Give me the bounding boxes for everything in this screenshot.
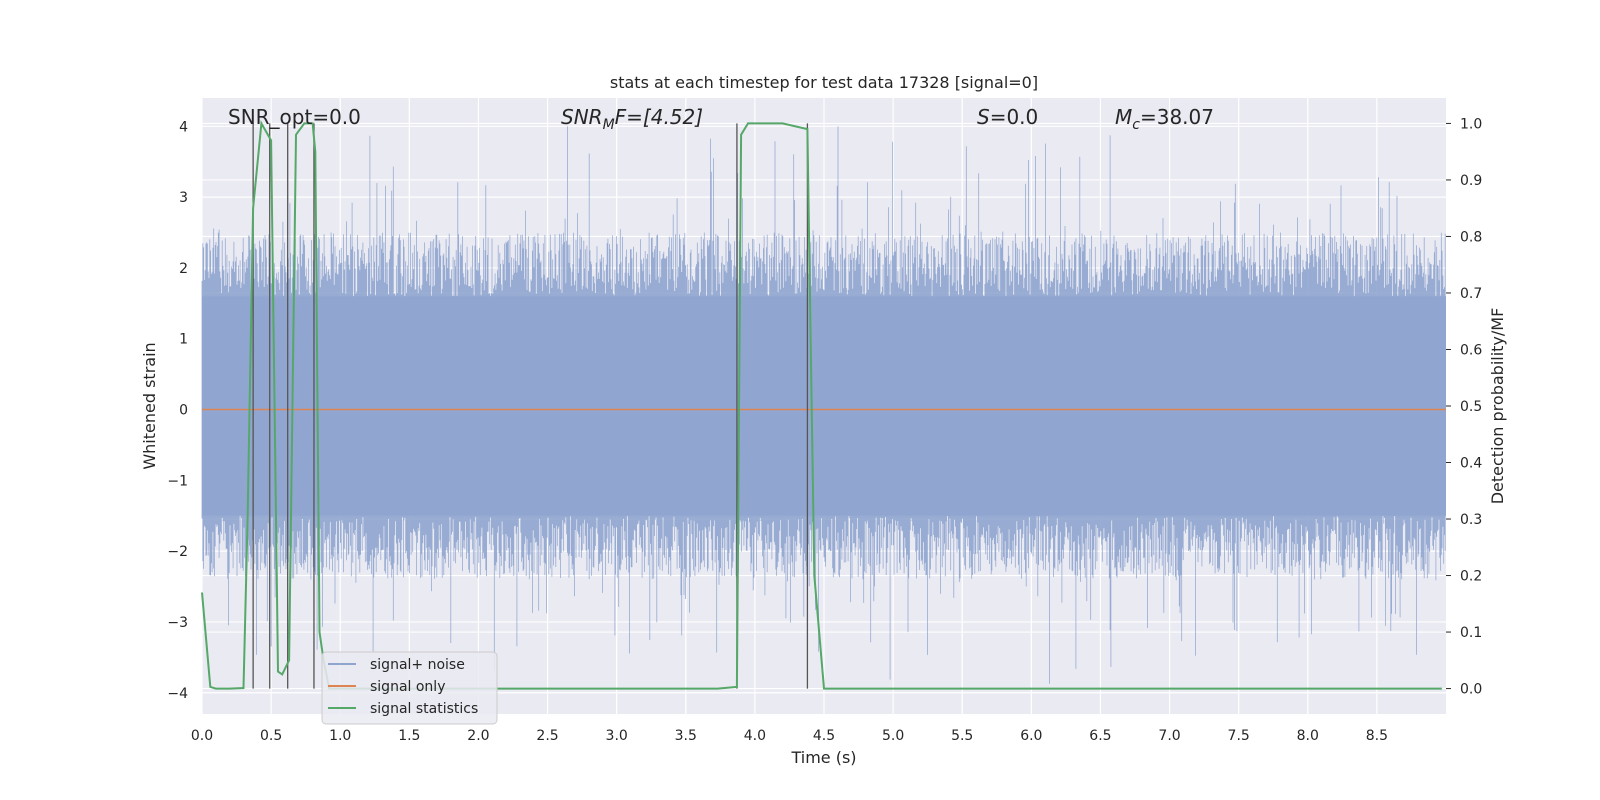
right-tick-label: 0.8 [1460, 229, 1482, 245]
x-tick-label: 3.5 [675, 728, 697, 744]
right-tick-label: 0.6 [1460, 342, 1482, 358]
right-tick-label: 0.3 [1460, 512, 1482, 528]
right-tick-label: 0.9 [1460, 173, 1482, 189]
x-tick-label: 0.0 [191, 728, 213, 744]
x-tick-label: 7.5 [1228, 728, 1250, 744]
y-axis-label: Whitened strain [140, 342, 159, 469]
y-tick-label: −2 [167, 544, 188, 560]
legend-label-signal-statistics: signal statistics [370, 701, 478, 717]
right-axis-label: Detection probability/MF [1488, 308, 1507, 505]
legend-frame [321, 651, 498, 725]
x-tick-label: 6.0 [1020, 728, 1042, 744]
y-tick-label: 0 [179, 403, 188, 419]
right-tick-label: 0.2 [1460, 569, 1482, 585]
x-tick-label: 1.5 [398, 728, 420, 744]
right-tick-label: 1.0 [1460, 116, 1482, 132]
y-tick-label: 2 [179, 261, 188, 277]
x-tick-label: 1.0 [329, 728, 351, 744]
snr-mf-sub: M [603, 117, 615, 133]
x-axis-label: Time (s) [790, 748, 856, 767]
x-tick-label: 5.0 [882, 728, 904, 744]
mc-value: =38.07 [1140, 105, 1214, 129]
annotation-snr-opt: SNR_opt=0.0 [228, 105, 361, 129]
y-tick-label: −1 [167, 473, 188, 489]
y-axis-ticks: 4 3 2 1 0 −1 −2 −3 −4 [167, 119, 188, 701]
annotation-mc: Mc=38.07 [1115, 105, 1214, 133]
right-tick-label: 0.5 [1460, 399, 1482, 415]
series-signal-noise [201, 126, 1446, 684]
right-tick-label: 0.0 [1460, 682, 1482, 698]
right-tick-label: 0.4 [1460, 456, 1482, 472]
y-tick-label: −4 [167, 686, 188, 702]
x-tick-label: 4.5 [813, 728, 835, 744]
x-tick-label: 8.0 [1297, 728, 1319, 744]
snr-mf-base: SNR [561, 105, 603, 129]
y-tick-label: 4 [179, 119, 188, 135]
y-tick-label: 1 [179, 332, 188, 348]
legend-label-signal-noise: signal+ noise [370, 657, 465, 673]
x-tick-label: 2.5 [536, 728, 558, 744]
x-tick-label: 0.5 [260, 728, 282, 744]
x-tick-label: 8.5 [1366, 728, 1388, 744]
chart-title: stats at each timestep for test data 173… [610, 73, 1038, 92]
x-tick-label: 4.0 [744, 728, 766, 744]
right-tick-label: 0.7 [1460, 286, 1482, 302]
legend: signal+ noise signal only signal statist… [321, 651, 498, 725]
mc-base: M [1115, 105, 1132, 129]
x-tick-label: 5.5 [951, 728, 973, 744]
right-tick-label: 0.1 [1460, 625, 1482, 641]
s-value: =0.0 [990, 105, 1039, 129]
annotation-snr-mf: SNRMF=[4.52] [561, 105, 703, 133]
y-tick-label: 3 [179, 190, 188, 206]
s-label: S [977, 105, 990, 129]
mc-sub: c [1132, 117, 1140, 133]
legend-label-signal-only: signal only [370, 679, 445, 695]
y-tick-label: −3 [167, 615, 188, 631]
x-tick-label: 2.0 [467, 728, 489, 744]
x-axis-ticks: 0.0 0.5 1.0 1.5 2.0 2.5 3.0 3.5 4.0 4.5 5.0 5.5 6.0 6… [191, 728, 1388, 744]
x-tick-label: 6.5 [1089, 728, 1111, 744]
snr-mf-rest: F=[4.52] [615, 105, 703, 129]
x-tick-label: 7.0 [1158, 728, 1180, 744]
annotation-s: S=0.0 [977, 105, 1038, 129]
noise-trace [201, 126, 1446, 684]
x-tick-label: 3.0 [606, 728, 628, 744]
right-axis-ticks: 1.0 0.9 0.8 0.7 0.6 0.5 0.4 0.3 0.2 0.1 0.0 [1446, 116, 1482, 698]
